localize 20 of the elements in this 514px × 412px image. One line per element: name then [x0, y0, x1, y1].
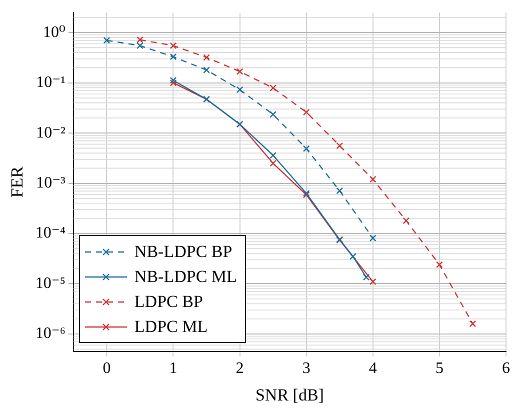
x-tick-label: 2 [236, 360, 244, 378]
legend-label: LDPC ML [134, 316, 208, 338]
legend-label: LDPC BP [134, 291, 203, 314]
x-tick-label: 0 [102, 360, 111, 378]
x-tick-label: 5 [435, 360, 444, 378]
legend-label: NB-LDPC ML [134, 266, 237, 288]
y-tick-label: 10⁻¹ [36, 74, 66, 92]
x-tick-label: 4 [368, 360, 377, 378]
y-tick-label: 10⁻⁵ [35, 274, 66, 292]
y-tick-label: 10⁻⁶ [35, 325, 66, 342]
x-axis-title: SNR [dB] [255, 385, 324, 404]
y-tick-label: 10⁻³ [36, 174, 66, 192]
y-tick-label: 10⁻² [36, 124, 66, 142]
y-axis-title: FER [8, 166, 27, 198]
y-tick-label: 10⁻⁴ [35, 224, 66, 242]
x-tick-label: 1 [169, 360, 178, 378]
y-tick-label: 10⁰ [43, 24, 66, 41]
x-tick-label: 6 [502, 360, 510, 378]
legend-label: NB-LDPC BP [134, 241, 232, 264]
x-tick-label: 3 [302, 360, 310, 378]
